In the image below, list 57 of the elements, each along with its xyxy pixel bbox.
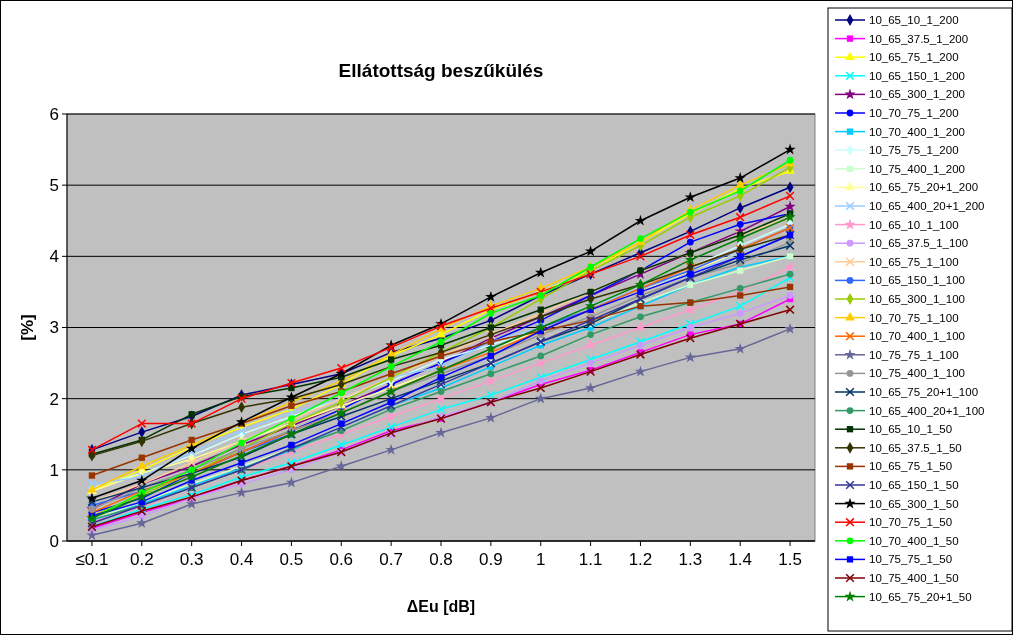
x-axis-title: ΔEu [dB] <box>406 598 476 615</box>
y-tick-label: 6 <box>49 104 59 124</box>
legend-label: 10_70_75_1_200 <box>869 107 959 120</box>
x-tick-label: 0.9 <box>479 550 503 569</box>
legend-label: 10_65_37.5_1_200 <box>869 32 969 45</box>
legend-label: 10_70_400_1_50 <box>869 534 959 547</box>
legend-label: 10_65_150_1_100 <box>869 274 965 287</box>
chart-title: Ellátottság beszűkülés <box>338 60 544 81</box>
legend-label: 10_65_75_1_100 <box>869 255 959 268</box>
x-tick-label: 0.4 <box>229 550 254 569</box>
legend-label: 10_65_37.5_1_50 <box>869 441 962 454</box>
legend-label: 10_65_75_20+1_200 <box>869 181 979 194</box>
y-tick-label: 2 <box>49 389 59 409</box>
legend-label: 10_65_75_20+1_100 <box>869 386 979 399</box>
legend-label: 10_70_75_1_100 <box>869 311 959 324</box>
x-tick-label: 0.6 <box>329 550 354 569</box>
legend-label: 10_75_75_1_50 <box>869 553 953 566</box>
legend-label: 10_75_400_1_50 <box>869 572 959 585</box>
x-tick-label: ≤0.1 <box>75 550 109 569</box>
x-tick-label: 1.4 <box>728 550 753 569</box>
x-tick-label: 0.7 <box>379 550 403 569</box>
legend-label: 10_70_75_1_50 <box>869 516 953 529</box>
legend-label: 10_65_300_1_200 <box>869 88 965 101</box>
legend-label: 10_65_400_20+1_100 <box>869 404 985 417</box>
legend-label: 10_65_37.5_1_100 <box>869 237 969 250</box>
y-tick-label: 0 <box>49 531 59 551</box>
legend-label: 10_70_400_1_100 <box>869 330 965 343</box>
x-tick-label: 1 <box>536 550 546 569</box>
legend-label: 10_75_75_1_100 <box>869 348 959 361</box>
legend-label: 10_70_400_1_200 <box>869 125 965 138</box>
legend-label: 10_65_75_1_50 <box>869 460 953 473</box>
x-tick-label: 1.3 <box>678 550 703 569</box>
legend-label: 10_75_400_1_100 <box>869 367 965 380</box>
legend-label: 10_65_10_1_50 <box>869 423 953 436</box>
y-tick-label: 1 <box>49 460 59 480</box>
x-tick-label: 1.2 <box>628 550 653 569</box>
x-tick-label: 0.2 <box>129 550 154 569</box>
x-tick-label: 0.5 <box>279 550 304 569</box>
legend-label: 10_65_150_1_200 <box>869 69 965 82</box>
x-tick-label: 0.8 <box>429 550 453 569</box>
y-tick-label: 3 <box>49 318 59 338</box>
legend-label: 10_65_10_1_200 <box>869 14 959 27</box>
y-tick-label: 4 <box>49 247 59 267</box>
legend-label: 10_65_75_20+1_50 <box>869 590 972 603</box>
legend-label: 10_65_300_1_100 <box>869 293 965 306</box>
legend-label: 10_65_150_1_50 <box>869 479 959 492</box>
y-tick-label: 5 <box>49 176 59 196</box>
x-tick-label: 0.3 <box>179 550 204 569</box>
legend-label: 10_65_75_1_200 <box>869 51 959 64</box>
legend-label: 10_65_300_1_50 <box>869 497 959 510</box>
x-tick-label: 1.1 <box>578 550 603 569</box>
legend-label: 10_75_75_1_200 <box>869 144 959 157</box>
legend-label: 10_75_400_1_200 <box>869 162 965 175</box>
legend-label: 10_65_10_1_100 <box>869 218 959 231</box>
x-tick-label: 1.5 <box>778 550 802 569</box>
legend-label: 10_65_400_20+1_200 <box>869 200 985 213</box>
y-axis-title: [%] <box>18 314 37 341</box>
